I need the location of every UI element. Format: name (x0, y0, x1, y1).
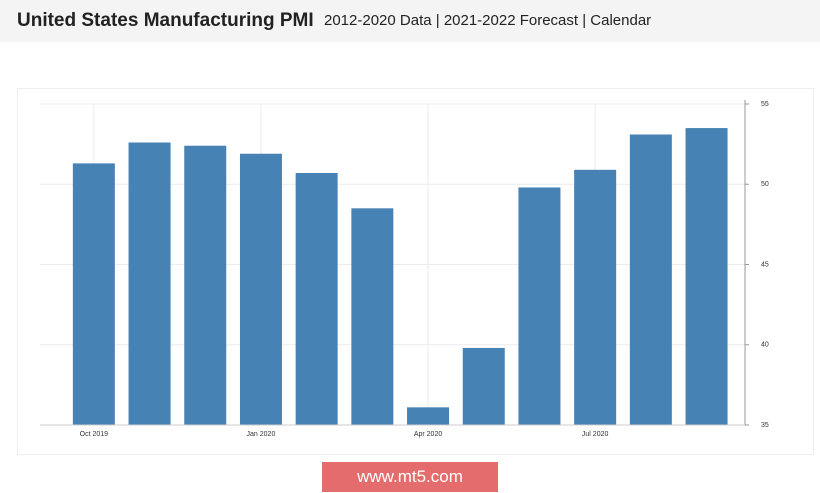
bar (239, 153, 282, 425)
bar (518, 187, 561, 425)
x-tick-label: Jan 2020 (247, 431, 276, 438)
bar (72, 163, 115, 425)
watermark: www.mt5.com (322, 462, 498, 492)
y-tick-label: 35 (761, 422, 769, 429)
bar (351, 208, 394, 425)
x-tick-label: Jul 2020 (582, 431, 609, 438)
bar (462, 347, 505, 425)
bar (128, 142, 171, 425)
x-tick-label: Oct 2019 (80, 431, 109, 438)
bar (407, 407, 450, 425)
y-tick-label: 40 (761, 342, 769, 349)
bar (685, 128, 728, 425)
bar (184, 145, 227, 426)
subtitle: 2012-2020 Data | 2021-2022 Forecast | Ca… (324, 12, 652, 29)
y-tick-label: 50 (761, 181, 769, 188)
bar (574, 169, 617, 425)
header: United States Manufacturing PMI 2012-202… (0, 0, 820, 42)
page-title: United States Manufacturing PMI (17, 10, 314, 31)
bar (629, 134, 672, 425)
x-tick-label: Apr 2020 (414, 431, 443, 438)
y-tick-label: 55 (761, 101, 769, 108)
bar (295, 173, 338, 425)
chart-frame (17, 88, 814, 455)
y-tick-label: 45 (761, 261, 769, 268)
